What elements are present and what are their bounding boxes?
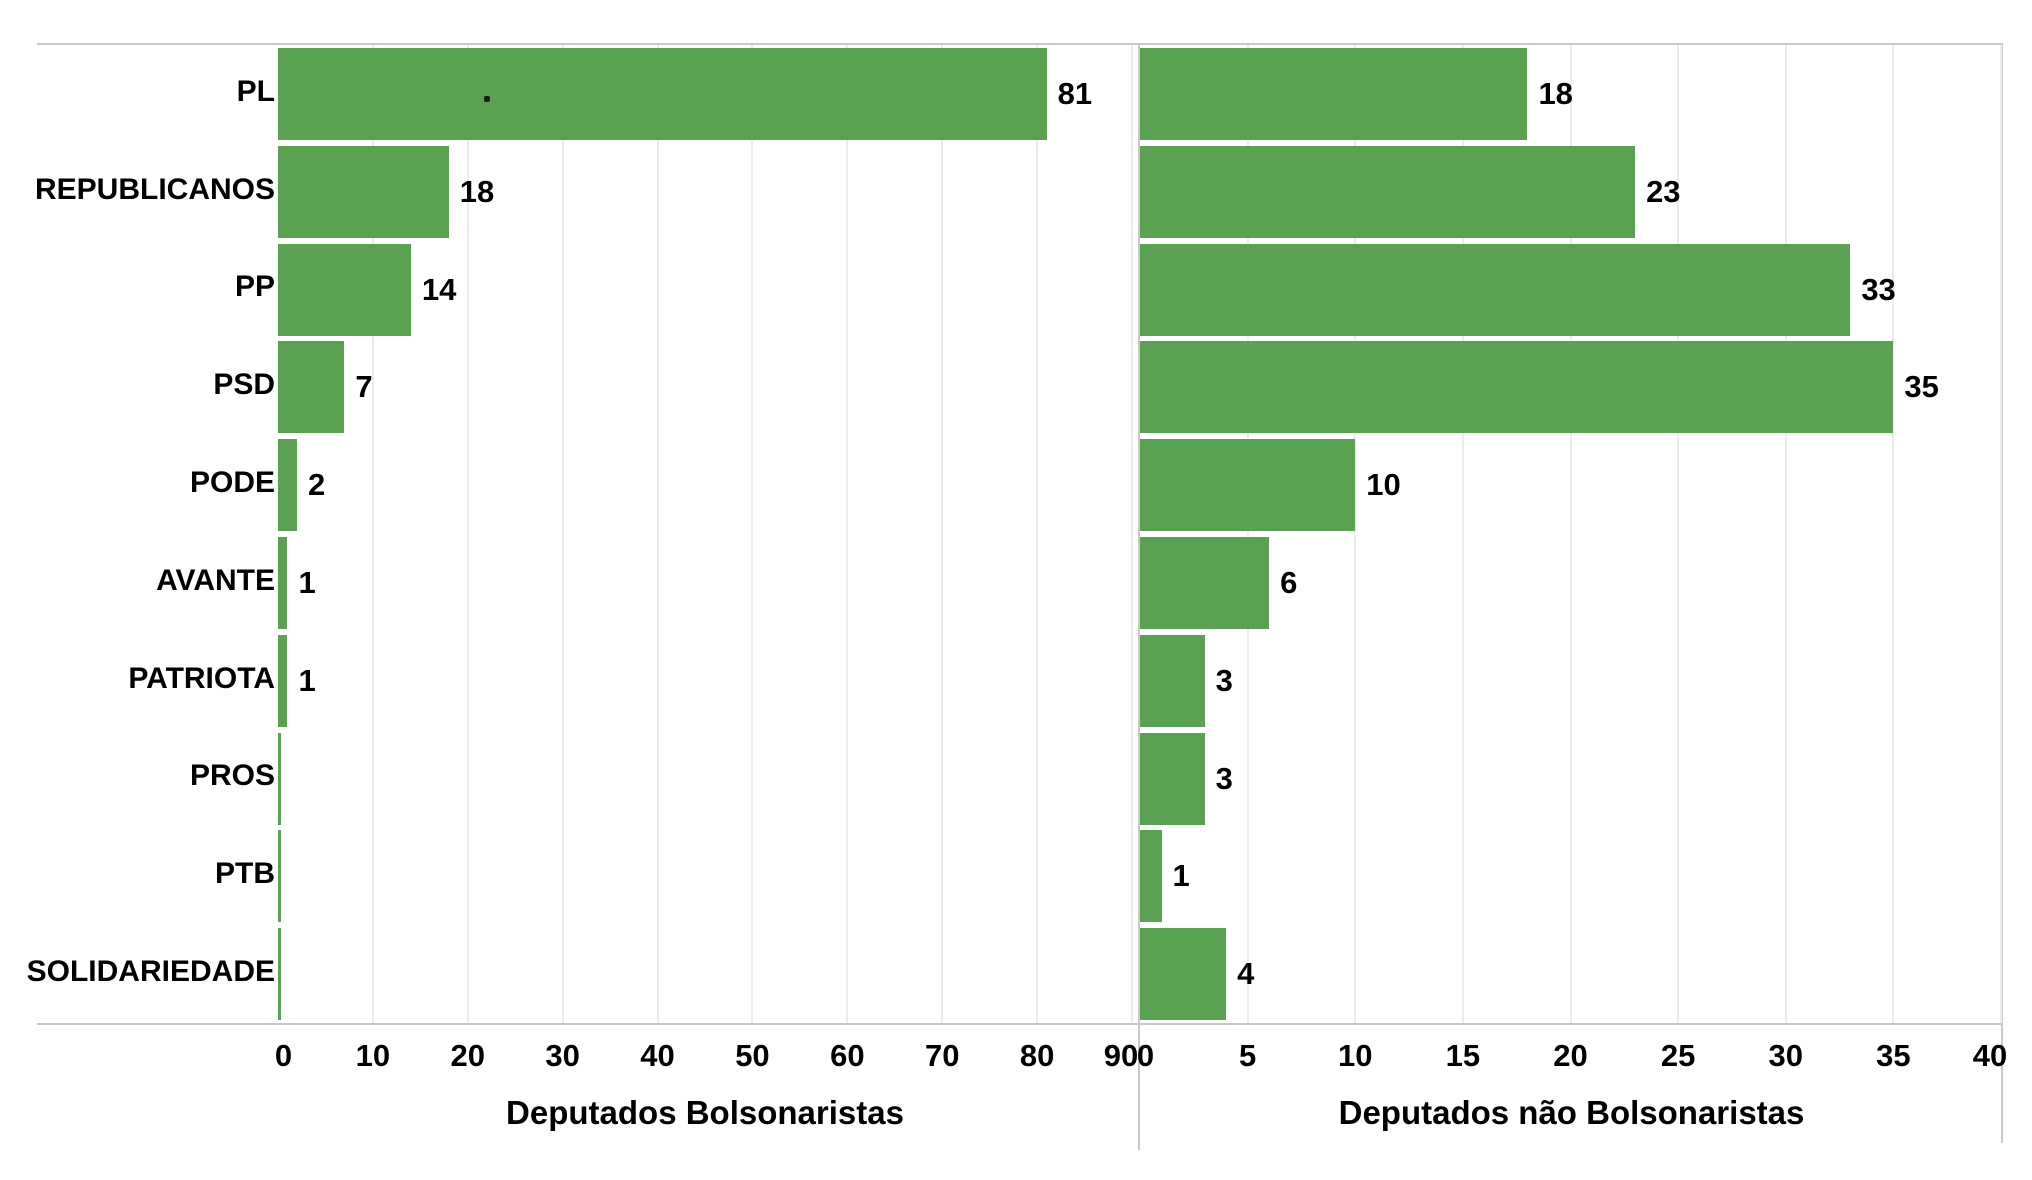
x-tick-20-pane0: 20 [450, 1038, 486, 1073]
gridline [1892, 45, 1895, 1023]
category-label-avante: AVANTE [156, 563, 275, 597]
gridline [371, 45, 374, 1023]
value-label-pp-pane1: 33 [1861, 271, 1896, 307]
pane-separator-line [1138, 43, 1140, 1150]
bar-ptb-pane1[interactable] [1140, 830, 1162, 923]
bar-pode-pane1[interactable] [1140, 439, 1356, 532]
value-label-pode-pane1: 10 [1366, 467, 1401, 503]
category-label-pp: PP [234, 270, 275, 304]
category-label-pros: PROS [189, 759, 275, 793]
x-tick-20-pane1: 20 [1553, 1038, 1588, 1073]
value-label-patriota-pane1: 3 [1215, 662, 1233, 698]
gridline [1784, 45, 1787, 1023]
pane-bolsonaristas: 81 18 14 7 2 1 1 [278, 45, 1133, 1023]
pane-nao-bolsonaristas: 18 23 33 35 10 6 3 3 1 4 [1140, 45, 2003, 1023]
value-label-psd-pane1: 35 [1904, 369, 1939, 405]
x-tick-10-pane1: 10 [1338, 1038, 1373, 1073]
bar-pros-pane1[interactable] [1140, 732, 1205, 825]
category-label-psd: PSD [213, 368, 275, 402]
bar-ptb-pane0[interactable] [278, 830, 281, 923]
gridline [751, 45, 754, 1023]
value-label-patriota-pane0: 1 [298, 662, 316, 698]
x-axis-line [37, 1023, 2003, 1025]
bar-pros-pane0[interactable] [278, 732, 281, 825]
x-tick-10-pane0: 10 [355, 1038, 391, 1073]
x-tick-5-pane1: 5 [1239, 1038, 1257, 1073]
bar-pp-pane0[interactable] [278, 243, 411, 336]
x-tick-0-pane1: 0 [1136, 1038, 1155, 1073]
value-label-pl-pane0: 81 [1057, 76, 1093, 111]
bar-psd-pane1[interactable] [1140, 341, 1894, 434]
value-label-pros-pane1: 3 [1215, 760, 1233, 796]
category-label-pl: PL [236, 74, 275, 108]
x-tick-25-pane1: 25 [1660, 1038, 1696, 1073]
value-label-avante-pane1: 6 [1280, 565, 1298, 600]
plot-top-border [37, 43, 2003, 45]
gridline [1677, 45, 1680, 1023]
x-tick-70-pane0: 70 [924, 1038, 960, 1073]
x-tick-60-pane0: 60 [830, 1038, 865, 1073]
x-tick-15-pane1: 15 [1445, 1038, 1481, 1073]
x-tick-30-pane0: 30 [545, 1038, 580, 1073]
bar-pl-pane0[interactable] [278, 48, 1047, 140]
bar-psd-pane0[interactable] [278, 341, 345, 434]
x-tick-0-pane0: 0 [274, 1038, 293, 1073]
value-label-pode-pane0: 2 [307, 467, 326, 503]
value-label-pp-pane0: 14 [421, 271, 457, 307]
x-axis-title-left: Deputados Bolsonaristas [506, 1094, 904, 1131]
x-tick-40-pane0: 40 [640, 1038, 675, 1073]
gridline [561, 45, 564, 1023]
gridline [846, 45, 849, 1023]
bar-avante-pane0[interactable] [278, 537, 288, 629]
x-tick-90-pane0: 90 [1103, 1038, 1139, 1073]
bar-pl-pane1[interactable] [1140, 48, 1528, 140]
value-label-ptb-pane1: 1 [1172, 858, 1190, 894]
x-tick-35-pane1: 35 [1876, 1038, 1911, 1073]
stray-dot-artifact [484, 96, 490, 102]
gridline [466, 45, 469, 1023]
x-tick-80-pane0: 80 [1019, 1038, 1055, 1073]
gridline [1036, 45, 1039, 1023]
category-label-solidariedade: SOLIDARIEDADE [26, 955, 275, 989]
gridline [1131, 45, 1133, 1023]
bar-avante-pane1[interactable] [1140, 537, 1270, 629]
bar-solidariedade-pane1[interactable] [1140, 928, 1227, 1021]
value-label-republicanos-pane0: 18 [459, 173, 495, 209]
bar-republicanos-pane1[interactable] [1140, 145, 1636, 238]
bar-republicanos-pane0[interactable] [278, 145, 449, 238]
category-label-pode: PODE [189, 466, 275, 500]
plot-right-border [2001, 43, 2003, 1143]
category-label-republicanos: REPUBLICANOS [34, 172, 275, 206]
x-tick-40-pane1: 40 [1972, 1038, 2008, 1073]
gridline [656, 45, 659, 1023]
bar-pode-pane0[interactable] [278, 439, 297, 532]
gridline [1569, 45, 1572, 1023]
gridline [1461, 45, 1464, 1023]
bar-patriota-pane1[interactable] [1140, 634, 1205, 727]
value-label-psd-pane0: 7 [355, 369, 373, 405]
bar-solidariedade-pane0[interactable] [278, 928, 281, 1021]
value-label-pl-pane1: 18 [1538, 76, 1573, 111]
gridline [2000, 45, 2002, 1023]
value-label-republicanos-pane1: 23 [1646, 173, 1681, 209]
value-label-solidariedade-pane1: 4 [1237, 956, 1255, 992]
category-label-ptb: PTB [215, 857, 275, 891]
value-label-avante-pane0: 1 [298, 565, 316, 600]
x-tick-50-pane0: 50 [735, 1038, 770, 1073]
bar-pp-pane1[interactable] [1140, 243, 1851, 336]
bar-patriota-pane0[interactable] [278, 634, 288, 727]
category-label-patriota: PATRIOTA [128, 661, 275, 695]
x-axis-title-right: Deputados não Bolsonaristas [1338, 1094, 1805, 1131]
gridline [941, 45, 944, 1023]
gridline [1354, 45, 1357, 1023]
x-tick-30-pane1: 30 [1768, 1038, 1803, 1073]
gridline [1246, 45, 1249, 1023]
